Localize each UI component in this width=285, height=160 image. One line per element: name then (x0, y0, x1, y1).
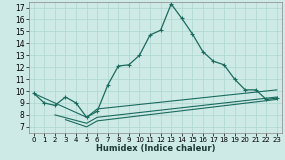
X-axis label: Humidex (Indice chaleur): Humidex (Indice chaleur) (95, 144, 215, 153)
